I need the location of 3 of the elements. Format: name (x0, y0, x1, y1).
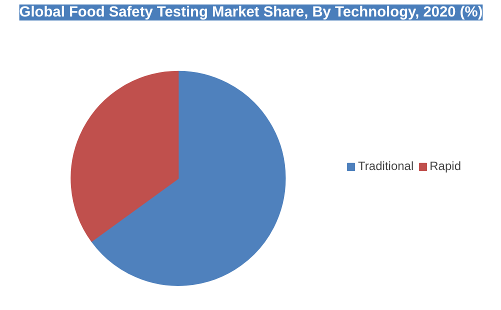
legend-label: Rapid (430, 159, 461, 173)
legend-label: Traditional (358, 159, 414, 173)
chart-title: Global Food Safety Testing Market Share, By Technology, 2020 (%) (19, 4, 483, 20)
